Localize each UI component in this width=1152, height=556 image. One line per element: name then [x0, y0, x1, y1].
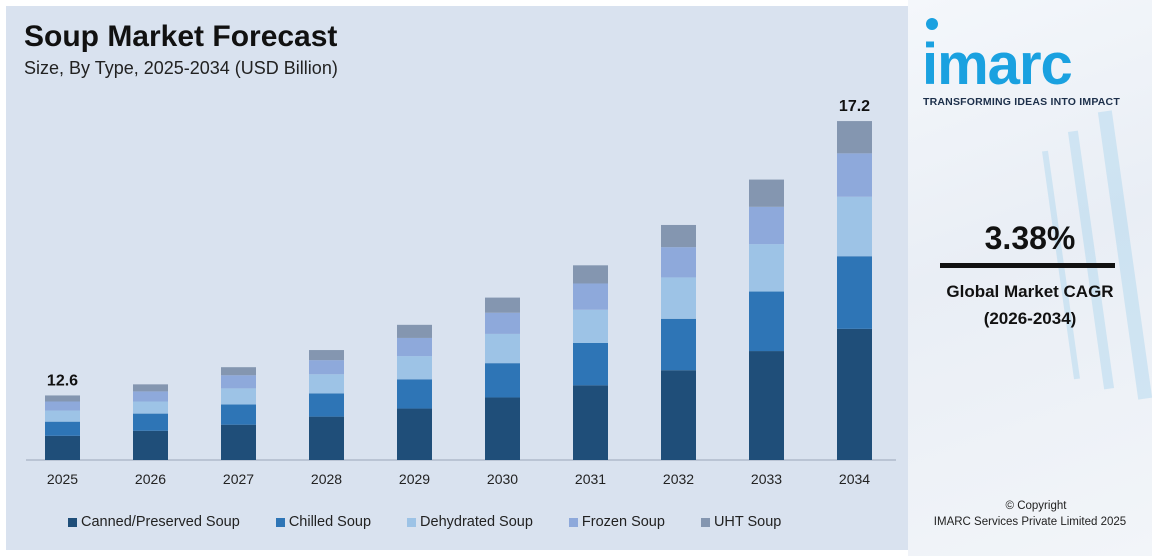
bar-segment	[749, 291, 784, 352]
bar-segment	[573, 309, 608, 343]
bar-segment	[573, 283, 608, 310]
x-tick-label: 2028	[311, 471, 342, 487]
bar-segment	[485, 397, 520, 460]
legend-item: Chilled Soup	[275, 514, 372, 530]
legend-label: Canned/Preserved Soup	[81, 514, 240, 530]
company-text: IMARC Services Private Limited 2025	[933, 516, 1127, 528]
legend-swatch	[700, 517, 710, 527]
bar-segment	[661, 370, 696, 460]
bar-segment	[661, 318, 696, 371]
bar-segment	[45, 401, 80, 411]
x-tick-label: 2025	[47, 471, 78, 487]
bar-segment	[485, 297, 520, 313]
bar-segment	[133, 384, 168, 392]
bar-segment	[221, 388, 256, 405]
x-tick-label: 2026	[135, 471, 166, 487]
legend-label: Chilled Soup	[288, 514, 372, 530]
bar-segment	[221, 424, 256, 460]
bar-segment	[309, 393, 344, 417]
legend-item: UHT Soup	[700, 514, 782, 530]
bar-segment	[397, 356, 432, 380]
legend-swatch	[275, 517, 285, 527]
bar-segment	[45, 395, 80, 402]
x-tick-label: 2030	[487, 471, 518, 487]
bar-segment	[397, 408, 432, 460]
bar-segment	[221, 367, 256, 376]
bar-segment	[749, 244, 784, 292]
bar-segment	[45, 421, 80, 436]
x-tick-label: 2032	[663, 471, 694, 487]
copyright-text: © Copyright	[1005, 500, 1067, 512]
x-tick-label: 2031	[575, 471, 606, 487]
bar-segment	[837, 328, 872, 460]
data-label: 17.2	[839, 98, 870, 115]
bar-segment	[837, 121, 872, 154]
x-tick-label: 2034	[839, 471, 870, 487]
x-tick-label: 2027	[223, 471, 254, 487]
bar-segment	[573, 265, 608, 284]
chart-subtitle: Size, By Type, 2025-2034 (USD Billion)	[24, 58, 338, 78]
bar-segment	[397, 337, 432, 357]
legend-swatch	[407, 517, 417, 527]
chart-legend: Canned/Preserved Soup Chilled Soup Dehydra…	[68, 514, 817, 530]
bar-segment	[485, 333, 520, 364]
bar-segment	[837, 256, 872, 329]
bar-segment	[309, 374, 344, 394]
bar-segment	[309, 350, 344, 361]
bar-segment	[837, 153, 872, 197]
bar-segment	[133, 401, 168, 414]
logo-dot	[926, 18, 938, 30]
bar-segment	[221, 375, 256, 389]
side-panel: imarc TRANSFORMING IDEAS INTO IMPACT 3.3…	[908, 0, 1152, 556]
legend-label: UHT Soup	[713, 514, 782, 530]
bar-segment	[133, 430, 168, 460]
bar-segment	[133, 391, 168, 402]
bar-segment	[221, 404, 256, 425]
bar-segment	[133, 413, 168, 431]
legend-item: Frozen Soup	[568, 514, 665, 530]
bar-segment	[837, 196, 872, 257]
cagr-divider	[940, 263, 1115, 268]
bar-segment	[661, 277, 696, 319]
x-tick-label: 2029	[399, 471, 430, 487]
data-label: 12.6	[47, 372, 78, 389]
bar-segment	[397, 324, 432, 338]
cagr-label: Global Market CAGR	[946, 282, 1114, 301]
bar-segment	[485, 363, 520, 398]
brand-tagline: TRANSFORMING IDEAS INTO IMPACT	[923, 96, 1120, 108]
bar-segment	[309, 416, 344, 460]
imarc-logo: imarc	[922, 32, 1073, 97]
bar-segment	[573, 342, 608, 386]
legend-label: Dehydrated Soup	[420, 514, 533, 530]
legend-item: Canned/Preserved Soup	[68, 514, 240, 530]
bar-segment	[661, 224, 696, 248]
bar-segment	[309, 360, 344, 375]
bar-segment	[45, 410, 80, 422]
chart-title: Soup Market Forecast	[24, 20, 338, 53]
bar-segment	[661, 247, 696, 278]
legend-swatch	[568, 517, 578, 527]
cagr-period: (2026-2034)	[983, 309, 1077, 328]
stacked-bar-chart: 2025 2026 2027 2028 2029 2030 2031 2032 2033 2034…	[26, 98, 896, 487]
legend-swatch	[68, 517, 77, 527]
bar-segment	[749, 179, 784, 207]
legend-label: Frozen Soup	[581, 514, 665, 530]
bar-segment	[485, 312, 520, 334]
chart-panel: 2025 2026 2027 2028 2029 2030 2031 2032 2033 2034…	[6, 6, 908, 550]
bar-segment	[749, 206, 784, 245]
bar-segment	[45, 435, 80, 460]
legend-item: Dehydrated Soup	[407, 514, 533, 530]
bar-segment	[749, 351, 784, 460]
cagr-value: 3.38%	[984, 220, 1076, 256]
bar-segment	[397, 379, 432, 409]
x-tick-label: 2033	[751, 471, 782, 487]
bar-segment	[573, 385, 608, 460]
